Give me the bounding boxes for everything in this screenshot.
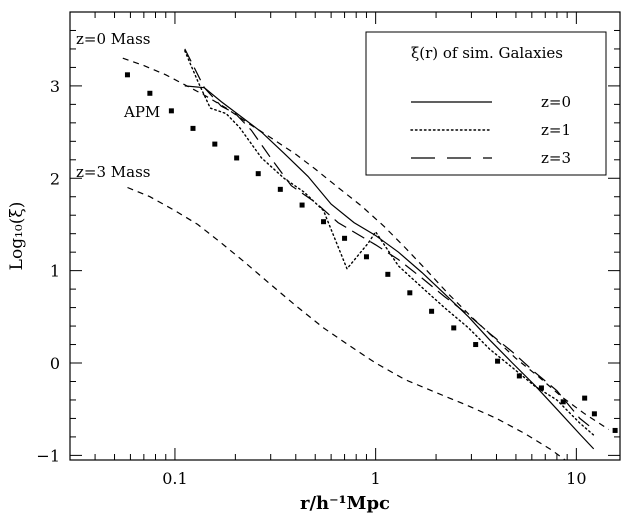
apm-point <box>473 342 479 348</box>
label-z3-mass: z=3 Mass <box>76 163 150 181</box>
apm-point <box>451 325 457 331</box>
legend-label-z-0: z=0 <box>541 93 571 111</box>
apm-point <box>429 308 435 314</box>
label-apm: APM <box>123 103 160 121</box>
apm-point <box>591 411 597 417</box>
apm-point <box>124 72 130 78</box>
apm-point <box>190 125 196 131</box>
series-z-1-line <box>184 50 595 436</box>
apm-point <box>342 235 348 241</box>
y-tick-label: 2 <box>50 169 60 188</box>
legend-label-z-3: z=3 <box>541 149 571 167</box>
series-z-0-line <box>184 85 595 450</box>
y-tick-label: 1 <box>50 262 60 281</box>
legend: ξ(r) of sim. Galaxies z=0 z=1 z=3 <box>365 31 607 176</box>
y-tick-label: 0 <box>50 354 60 373</box>
apm-point <box>212 141 218 147</box>
apm-point <box>612 427 618 433</box>
apm-point <box>582 395 588 401</box>
apm-point <box>277 186 283 192</box>
apm-points <box>124 72 618 433</box>
apm-point <box>168 108 174 114</box>
legend-label-z-1: z=1 <box>541 121 571 139</box>
apm-point <box>299 202 305 208</box>
apm-point <box>147 90 153 96</box>
x-tick-label: 0.1 <box>162 469 187 488</box>
y-tick-label: 3 <box>50 77 60 96</box>
series-z-0-mass-line <box>122 57 610 431</box>
apm-point <box>321 219 327 225</box>
legend-title: ξ(r) of sim. Galaxies <box>411 44 563 62</box>
apm-point <box>363 254 369 260</box>
apm-point <box>495 358 501 364</box>
apm-point <box>385 271 391 277</box>
apm-point <box>234 155 240 161</box>
x-axis-label: r/h⁻¹Mpc <box>300 493 390 514</box>
tick-labels: 0.1 1 10 −1 0 1 2 3 <box>36 77 586 488</box>
apm-point <box>538 385 544 391</box>
y-axis-label: Log₁₀(ξ) <box>7 202 27 271</box>
x-tick-label: 1 <box>371 469 381 488</box>
apm-point <box>516 373 522 379</box>
apm-point <box>560 399 566 405</box>
apm-point <box>255 171 261 177</box>
data-curves <box>122 48 610 461</box>
plot-frame <box>69 11 621 461</box>
apm-point <box>407 290 413 296</box>
legend-box <box>365 31 607 176</box>
y-tick-label: −1 <box>36 446 60 465</box>
x-tick-label: 10 <box>566 469 586 488</box>
series-z-3-mass-line <box>127 186 566 461</box>
series-z-3-line <box>184 48 595 430</box>
legend-items: z=0 z=1 z=3 <box>410 93 571 167</box>
label-z0-mass: z=0 Mass <box>76 30 150 48</box>
